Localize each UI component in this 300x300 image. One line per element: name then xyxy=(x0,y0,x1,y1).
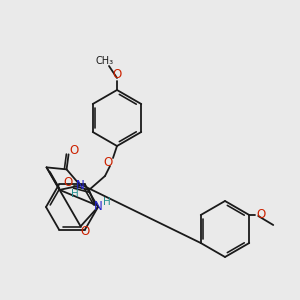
Text: O: O xyxy=(80,225,89,238)
Text: CH₃: CH₃ xyxy=(96,56,114,66)
Text: O: O xyxy=(112,68,122,82)
Text: O: O xyxy=(69,144,78,157)
Text: O: O xyxy=(256,208,266,221)
Text: N: N xyxy=(76,179,85,192)
Text: O: O xyxy=(103,155,112,169)
Text: N: N xyxy=(94,200,102,214)
Text: H: H xyxy=(103,197,111,207)
Text: H: H xyxy=(71,189,78,200)
Text: O: O xyxy=(63,176,73,190)
